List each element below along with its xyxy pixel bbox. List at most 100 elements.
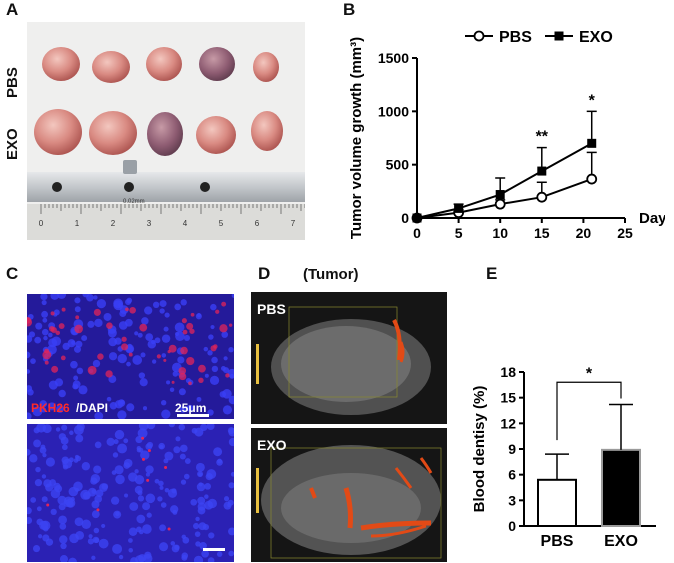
- nucleus-dot: [76, 367, 84, 375]
- nucleus-dot: [210, 303, 217, 311]
- nucleus-dot: [130, 557, 139, 562]
- nucleus-dot: [168, 424, 175, 428]
- pkh26-dot: [228, 323, 233, 327]
- nucleus-dot: [172, 371, 179, 377]
- x-tick-label: 10: [492, 225, 508, 241]
- nucleus-dot: [142, 524, 152, 534]
- nucleus-dot: [96, 299, 107, 309]
- pkh26-dot: [61, 307, 66, 312]
- nucleus-dot: [74, 487, 80, 493]
- nucleus-dot: [146, 512, 152, 518]
- nucleus-dot: [29, 454, 38, 463]
- nucleus-dot: [178, 388, 186, 396]
- pkh26-dot: [147, 449, 151, 453]
- pkh26-dot: [146, 478, 150, 482]
- nucleus-dot: [27, 448, 31, 456]
- pkh26-dot: [49, 326, 55, 332]
- pkh26-dot: [139, 323, 148, 332]
- nucleus-dot: [123, 458, 133, 468]
- nucleus-dot: [87, 320, 95, 328]
- nucleus-dot: [107, 328, 117, 338]
- pkh26-dot: [186, 356, 195, 366]
- nucleus-dot: [159, 300, 167, 308]
- nucleus-dot: [160, 502, 167, 508]
- x-axis-label: Day: [639, 210, 665, 227]
- x-tick-label: 15: [534, 225, 550, 241]
- legend-label-exo: EXO: [579, 29, 613, 46]
- y-tick-label: 18: [500, 364, 516, 380]
- nucleus-dot: [43, 335, 48, 341]
- nucleus-dot: [146, 424, 156, 430]
- nucleus-dot: [195, 313, 202, 320]
- nucleus-dot: [169, 387, 175, 392]
- nucleus-dot: [113, 298, 124, 309]
- nucleus-dot: [36, 424, 47, 433]
- caliper-screw-2: [124, 182, 134, 192]
- nucleus-dot: [92, 536, 100, 544]
- nucleus-dot: [74, 297, 81, 304]
- pkh26-dot: [141, 457, 145, 461]
- pkh26-dot: [44, 360, 49, 365]
- nucleus-dot: [230, 471, 234, 477]
- nucleus-dot: [134, 331, 139, 336]
- pkh26-dot: [190, 312, 195, 317]
- pkh26-dot: [210, 345, 217, 352]
- nucleus-dot: [70, 496, 75, 502]
- significance-marker: **: [536, 129, 549, 146]
- nucleus-dot: [101, 483, 109, 490]
- nucleus-dot: [136, 445, 142, 451]
- nucleus-dot: [211, 356, 218, 364]
- nucleus-dot: [193, 555, 204, 562]
- ruler-number: 4: [183, 219, 188, 228]
- pkh26-dot: [60, 355, 66, 361]
- nucleus-dot: [38, 534, 43, 539]
- point-exo: [587, 138, 597, 148]
- blood-density-chart: 0 3 6 9 12 15 18 Blood dentisy (%) PBS EXO *: [471, 364, 656, 550]
- ultrasound-pbs: PBS: [251, 292, 447, 424]
- nucleus-dot: [108, 352, 118, 361]
- y-tick-label: 0: [401, 210, 409, 226]
- nucleus-dot: [204, 373, 209, 378]
- pkh26-dot: [46, 503, 50, 507]
- nucleus-dot: [75, 340, 83, 348]
- nucleus-dot: [161, 409, 171, 419]
- nucleus-dot: [195, 462, 205, 472]
- nucleus-dot: [179, 444, 188, 453]
- pkh26-dot: [97, 353, 104, 360]
- nucleus-dot: [159, 485, 164, 490]
- nucleus-dot: [91, 510, 100, 519]
- nucleus-dot: [227, 427, 234, 435]
- nucleus-dot: [53, 309, 60, 316]
- nucleus-dot: [50, 294, 59, 300]
- nucleus-dot: [183, 334, 191, 342]
- ruler-number: 6: [255, 219, 260, 228]
- nucleus-dot: [78, 385, 88, 395]
- pkh26-dot: [178, 372, 187, 381]
- nucleus-dot: [117, 443, 128, 454]
- nucleus-dot: [119, 310, 127, 318]
- tumor-exo-3: [147, 112, 183, 156]
- pkh26-dot: [106, 322, 113, 329]
- nucleus-dot: [92, 359, 101, 368]
- ultrasound-pbs-drawing: PBS: [251, 292, 447, 424]
- nucleus-dot: [50, 508, 57, 516]
- nucleus-dot: [160, 400, 167, 406]
- ruler: [27, 204, 305, 240]
- nucleus-dot: [163, 326, 169, 332]
- ruler-number: 2: [111, 219, 116, 228]
- nucleus-dot: [210, 324, 215, 330]
- nucleus-dot: [175, 436, 181, 442]
- nucleus-dot: [207, 557, 215, 562]
- pkh26-dot: [125, 307, 129, 312]
- nucleus-dot: [62, 464, 69, 470]
- pkh26-dot: [55, 330, 61, 336]
- nucleus-dot: [220, 366, 226, 371]
- y-axis-label: Tumor volume growth (mm³): [348, 37, 365, 239]
- fluorescence-bottom-drawing: [27, 424, 234, 562]
- pkh26-dot: [128, 352, 133, 357]
- nucleus-dot: [159, 308, 165, 314]
- nucleus-dot: [71, 340, 76, 345]
- nucleus-dot: [186, 404, 194, 412]
- pkh26-dot: [74, 324, 83, 334]
- ruler-ticks: [40, 204, 305, 214]
